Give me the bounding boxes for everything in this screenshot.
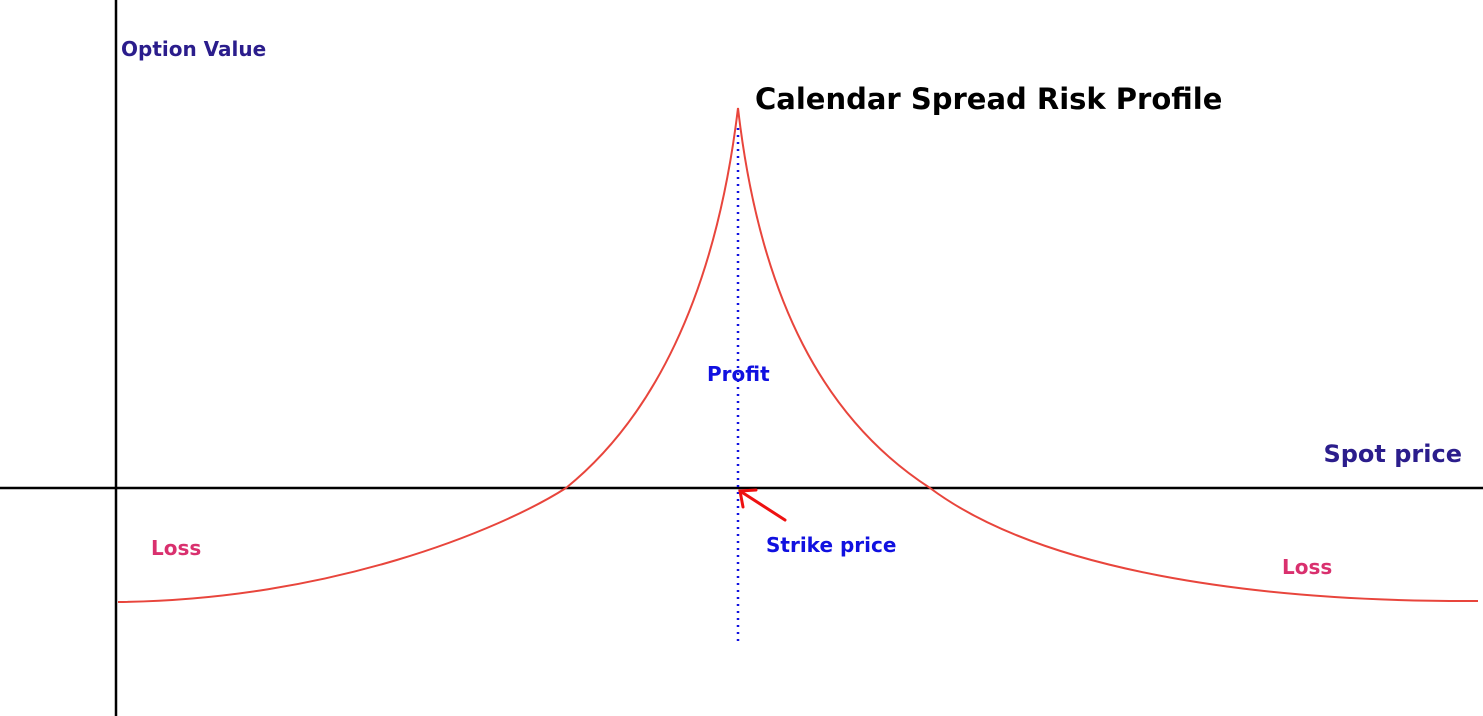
loss-label-right: Loss [1282,555,1332,579]
y-axis-label: Option Value [121,37,266,61]
x-axis-label: Spot price [1323,440,1462,468]
chart-title: Calendar Spread Risk Profile [755,82,1222,116]
strike-price-label: Strike price [766,533,896,557]
payoff-curve [117,107,1479,603]
loss-label-left: Loss [151,536,201,560]
profit-label: Profit [707,362,770,386]
strike-arrow-icon [738,488,787,522]
